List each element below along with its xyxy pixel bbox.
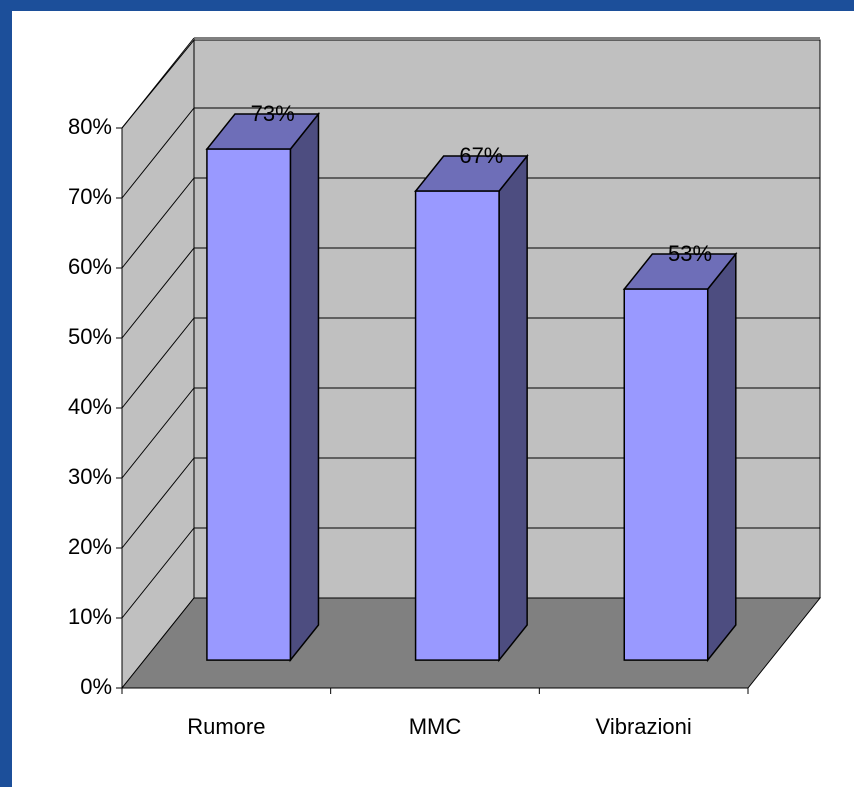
x-tick-label: MMC (409, 714, 462, 739)
grid-line (121, 457, 195, 549)
x-tick-label: Vibrazioni (596, 714, 692, 739)
y-tick-label: 10% (68, 604, 112, 629)
bar (206, 148, 292, 661)
bar-side (289, 111, 320, 663)
y-tick-label: 30% (68, 464, 112, 489)
bar (414, 190, 500, 661)
value-label: 67% (459, 143, 503, 168)
grid-line (121, 177, 195, 269)
bar-side (706, 251, 737, 663)
bar-side (498, 153, 528, 663)
value-label: 53% (668, 241, 712, 266)
grid-line (121, 527, 195, 619)
grid-line (121, 387, 195, 479)
y-tick-label: 40% (68, 394, 112, 419)
grid-line (121, 107, 195, 199)
y-tick-label: 60% (68, 254, 112, 279)
grid-line (121, 37, 195, 129)
y-tick-label: 80% (68, 114, 112, 139)
x-tick-label: Rumore (187, 714, 265, 739)
y-tick-label: 70% (68, 184, 112, 209)
value-label: 73% (251, 101, 295, 126)
y-tick-label: 50% (68, 324, 112, 349)
side-wall (121, 38, 195, 690)
y-tick-label: 20% (68, 534, 112, 559)
y-tick-label: 0% (80, 674, 112, 699)
grid-line (121, 317, 195, 409)
bar (623, 288, 709, 661)
grid-line (121, 247, 195, 339)
